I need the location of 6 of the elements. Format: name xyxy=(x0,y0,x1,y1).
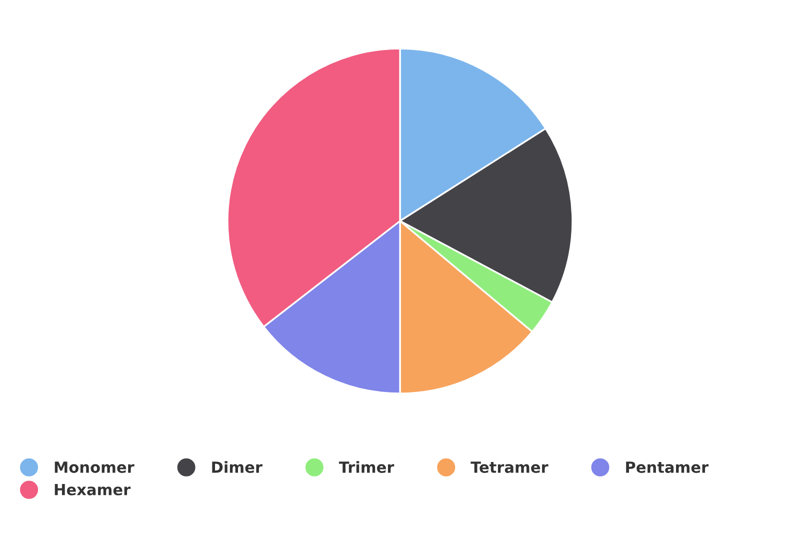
legend-label: Monomer xyxy=(54,462,134,473)
legend-label: Hexamer xyxy=(54,484,131,496)
legend-label: Trimer xyxy=(338,461,394,473)
legend-label: Dimer xyxy=(212,461,262,473)
legend-label: Pentamer xyxy=(626,462,709,473)
legend-label: Tetramer xyxy=(470,462,548,473)
